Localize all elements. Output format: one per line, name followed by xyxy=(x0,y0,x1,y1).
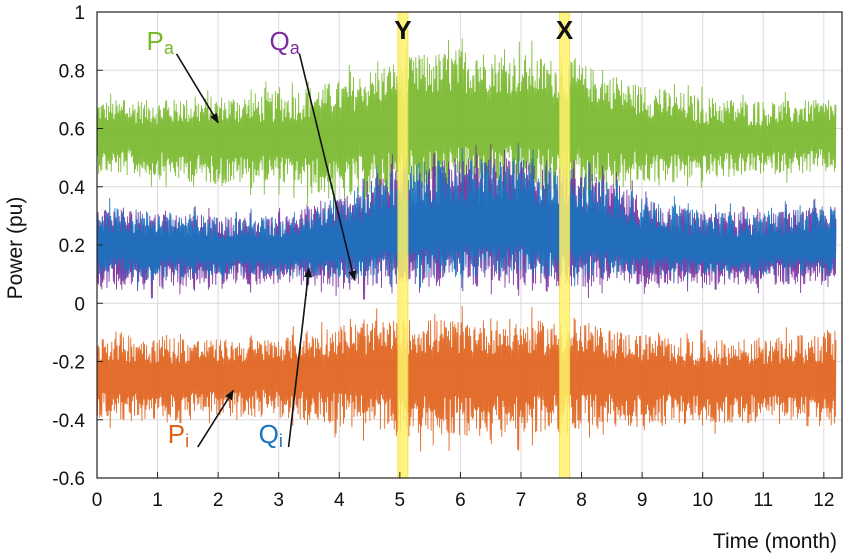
marker-band-x xyxy=(559,11,571,479)
annotation-sub-pi: i xyxy=(185,431,189,451)
x-tick-label: 2 xyxy=(213,490,224,511)
axes-frame xyxy=(96,11,843,479)
tick-labels: 0 1 2 3 4 5 6 7 8 9 10 11 12-0.6-0.4-0.200.20.40.60.… xyxy=(52,3,834,511)
marker-label-y: Y xyxy=(394,15,411,45)
x-tick-label: 7 xyxy=(516,490,527,511)
x-tick-label: 1 xyxy=(152,490,163,511)
annotation-label-qi: Qi xyxy=(259,419,283,451)
annotation-label-pi: Pi xyxy=(168,419,189,451)
x-tick-label: 0 xyxy=(92,490,103,511)
annotation-main-pi: P xyxy=(168,419,185,449)
series-line-pa xyxy=(96,38,837,220)
annotation-label-qa: Qa xyxy=(269,26,300,58)
x-tick-label: 5 xyxy=(395,490,406,511)
y-axis-label: Power (pu) xyxy=(4,197,27,300)
x-tick-label: 10 xyxy=(692,490,713,511)
marker-band-y xyxy=(397,11,409,479)
y-tick-label: 0.8 xyxy=(59,61,85,82)
y-tick-label: -0.4 xyxy=(52,411,85,432)
annotation-arrow-pi xyxy=(197,389,234,448)
marker-label-x: X xyxy=(556,15,574,45)
y-tick-label: 0 xyxy=(74,294,85,315)
annotation-arrow-qa xyxy=(298,53,357,281)
annotation-arrow-qi xyxy=(287,267,312,448)
annotation-label-pa: Pa xyxy=(147,26,175,58)
x-axis-label: Time (month) xyxy=(713,530,837,553)
x-tick-label: 6 xyxy=(455,490,466,511)
x-tick-label: 8 xyxy=(576,490,587,511)
y-tick-label: 0.6 xyxy=(59,120,85,141)
annotation-sub-qi: i xyxy=(279,431,283,451)
annotation-main-pa: P xyxy=(147,26,164,56)
y-tick-label: -0.2 xyxy=(52,353,85,374)
series-line-pi xyxy=(96,305,837,452)
y-tick-label: 1 xyxy=(74,3,85,24)
series-group xyxy=(96,38,837,452)
y-tick-label: 0.4 xyxy=(59,178,86,199)
x-tick-label: 3 xyxy=(273,490,284,511)
annotation-arrow-pa xyxy=(175,53,219,124)
annotation-main-qi: Q xyxy=(259,419,279,449)
annotation-main-qa: Q xyxy=(269,26,289,56)
x-tick-label: 9 xyxy=(637,490,648,511)
annotation-sub-pa: a xyxy=(164,38,175,58)
annotation-sub-qa: a xyxy=(290,38,301,58)
x-tick-label: 4 xyxy=(334,490,345,511)
y-tick-label: -0.6 xyxy=(52,469,85,490)
series-line-qi xyxy=(96,143,837,289)
x-tick-label: 12 xyxy=(813,490,834,511)
x-tick-label: 11 xyxy=(753,490,773,511)
y-tick-label: 0.2 xyxy=(59,236,85,257)
